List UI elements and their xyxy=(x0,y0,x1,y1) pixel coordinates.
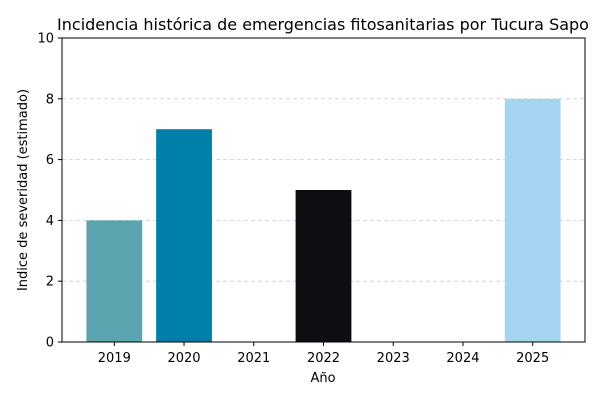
x-tick-label: 2021 xyxy=(237,351,270,366)
x-tick-label: 2020 xyxy=(167,351,200,366)
y-tick-label: 6 xyxy=(46,153,54,168)
x-tick-label: 2025 xyxy=(516,351,549,366)
y-tick-label: 0 xyxy=(46,336,54,351)
bar-2025 xyxy=(504,98,561,342)
bars xyxy=(86,98,561,342)
y-axis: 0 2 4 6 8 10 xyxy=(37,32,62,351)
x-tick-label: 2019 xyxy=(98,351,131,366)
x-tick-label: 2024 xyxy=(446,351,479,366)
x-tick-label: 2023 xyxy=(377,351,410,366)
y-tick-label: 10 xyxy=(37,32,54,47)
x-tick-label: 2022 xyxy=(307,351,340,366)
x-axis: 2019 2020 2021 2022 2023 2024 2025 xyxy=(98,342,549,366)
bar-2020 xyxy=(156,129,212,342)
chart-title: Incidencia histórica de emergencias fito… xyxy=(57,15,589,34)
bar-2019 xyxy=(86,220,143,342)
y-tick-label: 4 xyxy=(46,214,54,229)
bar-2022 xyxy=(295,190,352,342)
y-axis-label: Indice de severidad (estimado) xyxy=(16,89,31,291)
x-axis-label: Año xyxy=(310,371,335,386)
y-tick-label: 2 xyxy=(46,275,54,290)
y-tick-label: 8 xyxy=(46,92,54,107)
